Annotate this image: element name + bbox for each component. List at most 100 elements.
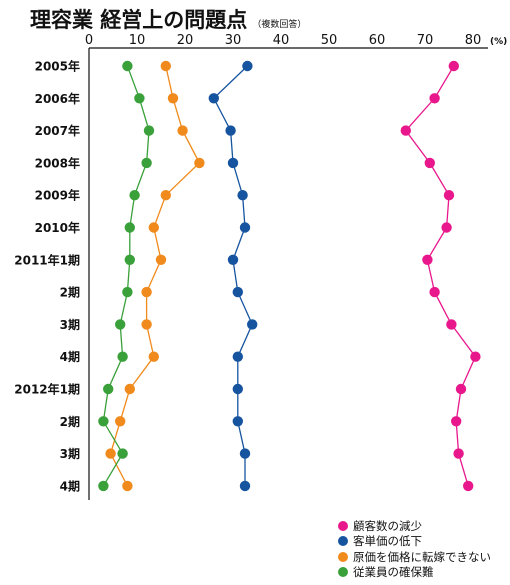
series-line-2	[212, 65, 253, 486]
series-1-point	[429, 93, 440, 104]
series-1-point	[448, 60, 459, 72]
y-tick-label: 2006年	[35, 91, 80, 106]
series-4-point	[143, 125, 155, 136]
series-line-3	[109, 65, 201, 487]
x-tick-label: 60	[369, 33, 386, 48]
y-tick-label: 2期	[60, 285, 80, 300]
series-2-point	[232, 351, 243, 362]
series-1-point	[451, 416, 462, 427]
y-tick-label: 2期	[60, 414, 80, 429]
chart-title: 理容業 経営上の問題点	[30, 8, 248, 32]
series-4-point	[117, 448, 128, 459]
x-tick-label: 50	[321, 33, 338, 48]
chart-subtitle: （複数回答）	[252, 20, 307, 30]
series-3-point	[141, 319, 152, 330]
series-2-point	[237, 190, 248, 201]
series-1-point	[400, 125, 411, 136]
series-4-point	[124, 254, 135, 265]
series-2-point	[227, 254, 239, 265]
legend-marker	[338, 567, 348, 578]
x-tick-label: 80	[465, 33, 482, 48]
series-1-point	[422, 254, 433, 265]
y-tick-label: 2008年	[35, 155, 80, 170]
series-2-point	[208, 93, 219, 104]
legend-item: 従業員の確保難	[338, 565, 491, 581]
series-3-point	[160, 60, 171, 72]
series-3-point	[167, 93, 179, 104]
y-tick-label: 2012年1期	[14, 382, 80, 397]
series-4-point	[103, 383, 114, 395]
series-3-point	[160, 190, 171, 201]
series-2-point	[232, 286, 243, 298]
series-2-point	[242, 60, 253, 72]
series-3-point	[141, 286, 152, 298]
x-axis-unit: (%)	[490, 37, 507, 47]
legend-item: 原価を価格に転嫁できない	[338, 549, 491, 565]
legend-item: 顧客数の減少	[338, 518, 491, 534]
chart-legend: 顧客数の減少 客単価の低下 原価を価格に転嫁できない 従業員の確保難	[338, 518, 491, 580]
x-tick-label: 30	[225, 33, 242, 48]
y-tick-label: 2009年	[35, 188, 80, 203]
series-2-point	[225, 125, 236, 136]
series-3-point	[148, 351, 159, 362]
legend-label: 原価を価格に転嫁できない	[353, 549, 491, 564]
series-1-point	[463, 480, 474, 492]
legend-item: 客単価の低下	[338, 534, 491, 550]
legend-label: 顧客数の減少	[353, 518, 422, 533]
series-4-point	[134, 93, 145, 104]
legend-marker	[338, 551, 348, 562]
y-tick-label: 2005年	[35, 59, 80, 74]
series-4-point	[122, 286, 133, 298]
series-3-point	[115, 416, 126, 427]
legend-marker	[338, 520, 348, 531]
y-tick-label: 3期	[60, 317, 80, 332]
series-4-point	[117, 351, 128, 362]
legend-label: 客単価の低下	[353, 534, 422, 549]
series-1-point	[429, 286, 440, 298]
legend-marker	[338, 536, 348, 547]
series-line-1	[404, 65, 477, 487]
series-1-point	[453, 448, 464, 459]
series-3-point	[124, 383, 135, 395]
x-tick-label: 10	[129, 33, 146, 48]
y-tick-label: 4期	[60, 478, 80, 493]
series-2-point	[239, 448, 251, 459]
series-2-point	[232, 383, 243, 395]
series-3-point	[155, 254, 167, 265]
x-tick-label: 40	[273, 33, 290, 48]
series-3-point	[122, 480, 133, 492]
series-1-point	[443, 190, 455, 201]
series-4-point	[98, 480, 109, 492]
x-tick-label: 0	[85, 33, 93, 48]
legend-label: 従業員の確保難	[353, 565, 434, 580]
series-4-point	[115, 319, 126, 330]
series-2-point	[247, 319, 258, 330]
series-4-point	[124, 222, 135, 233]
y-tick-label: 2011年1期	[14, 252, 80, 267]
series-1-point	[446, 319, 457, 330]
series-3-point	[177, 125, 188, 136]
y-tick-label: 2007年	[35, 123, 80, 138]
series-4-point	[98, 416, 109, 427]
series-1-point	[441, 222, 452, 233]
series-2-point	[232, 416, 243, 427]
chart-header: 理容業 経営上の問題点 （複数回答）	[30, 4, 306, 34]
series-3-point	[105, 448, 116, 459]
x-tick-label: 20	[177, 33, 194, 48]
series-line-4	[102, 65, 150, 487]
series-3-point	[194, 157, 205, 169]
y-tick-label: 2010年	[35, 220, 80, 235]
series-1-point	[455, 383, 467, 395]
y-tick-label: 3期	[60, 446, 80, 461]
series-2-point	[239, 222, 251, 233]
series-3-point	[148, 222, 159, 233]
series-1-point	[470, 351, 481, 362]
series-2-point	[239, 480, 251, 492]
series-4-point	[129, 190, 140, 201]
series-4-point	[141, 157, 152, 169]
series-1-point	[424, 157, 435, 169]
y-tick-label: 4期	[60, 349, 80, 364]
series-4-point	[122, 60, 133, 72]
series-2-point	[227, 157, 239, 169]
